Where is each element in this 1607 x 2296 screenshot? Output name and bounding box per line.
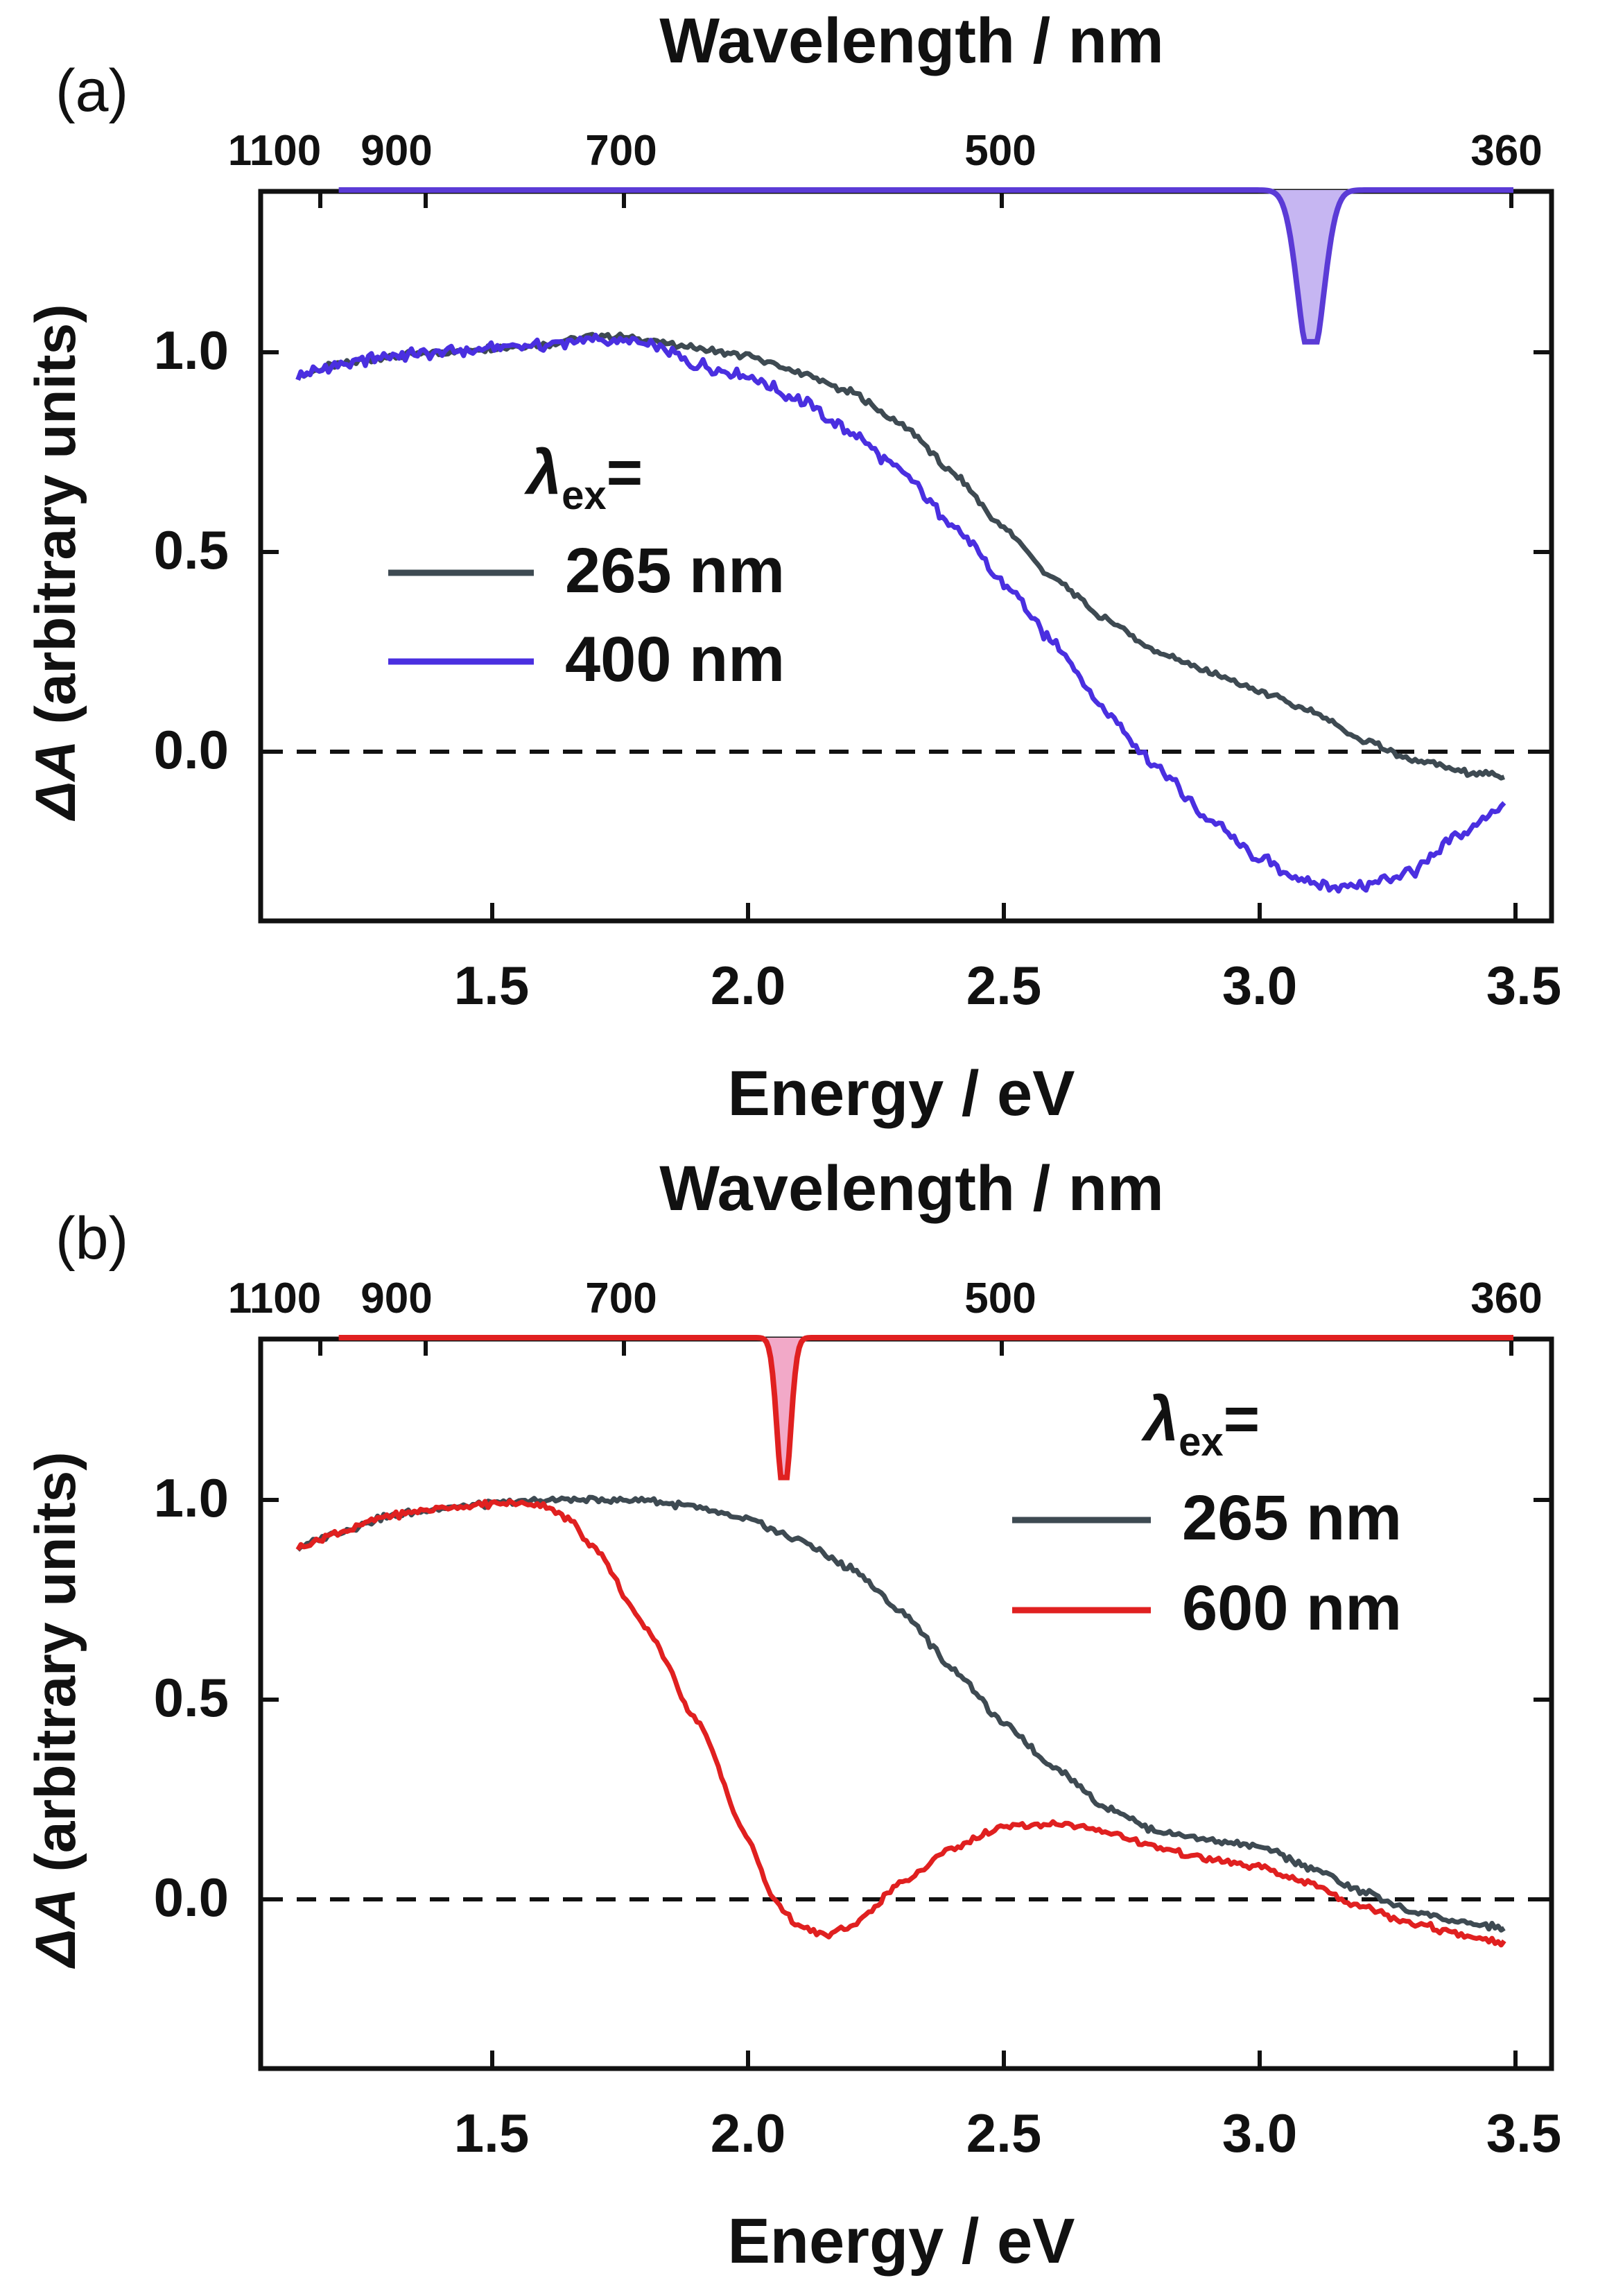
panel-b-xtick-label: 2.0 (711, 2103, 785, 2164)
panel-b-ytick-label: 0.0 (154, 1867, 229, 1928)
panel-b-ylabel-symbol: ΔA (24, 1888, 87, 1969)
panel-a-wavelength-title: Wavelength / nm (659, 6, 1164, 76)
panel-a-excitation-pulse (338, 187, 1513, 345)
panel-a-xlabel: Energy / eV (727, 1058, 1075, 1129)
series-line-265-nm (296, 1494, 1506, 1933)
panel-a-top-tick-label: 700 (585, 127, 657, 175)
series-line-600-nm (295, 1499, 1506, 1948)
panel-b-top-tick-labels: 1100 900 700 500 360 (228, 1275, 1543, 1322)
panel-a-ylabel-rest: (arbitrary units) (24, 304, 87, 740)
panel-a-label: (a) (55, 58, 128, 124)
panel-b-legend-lambda: λ (1140, 1385, 1179, 1454)
pulse-line (338, 187, 1513, 345)
panel-a-legend-title: λex= (523, 438, 643, 518)
panel-b-ylabel: ΔA (arbitrary units) (24, 1451, 87, 1969)
panel-a-xtick-label: 3.5 (1486, 955, 1561, 1016)
panel-b-xlabel: Energy / eV (727, 2206, 1075, 2277)
panel-b-xtick-label: 3.5 (1486, 2103, 1561, 2164)
panel-b-ytick-label: 1.0 (154, 1467, 229, 1528)
panel-b-series (295, 1494, 1506, 1948)
panel-b: (b) Wavelength / nm 1100 900 700 500 360… (24, 1153, 1561, 2277)
panel-a-ytick-label: 0.5 (154, 519, 229, 580)
panel-a-series (295, 331, 1506, 894)
panel-b-top-tick-label: 360 (1470, 1275, 1542, 1322)
panel-a-axis-ticks (261, 350, 1552, 921)
panel-a-legend-label-265: 265 nm (565, 535, 785, 606)
panel-b-legend: λex= 265 nm 600 nm (1012, 1385, 1402, 1643)
panel-b-legend-eq: = (1224, 1385, 1260, 1454)
panel-a-top-tick-labels: 1100 900 700 500 360 (228, 127, 1543, 175)
panel-a-legend-sub: ex (562, 473, 607, 518)
panel-a-xtick-label: 2.0 (711, 955, 785, 1016)
panel-a-plot-frame (258, 189, 1554, 924)
panel-a-legend-lambda: λ (523, 438, 562, 508)
panel-b-legend-label-600: 600 nm (1182, 1573, 1402, 1643)
pulse-fill (756, 1338, 812, 1478)
panel-b-top-tick-label: 500 (964, 1275, 1036, 1322)
panel-b-axis-ticks (261, 1498, 1552, 2069)
panel-b-wavelength-title: Wavelength / nm (659, 1153, 1164, 1224)
pulse-line (338, 1335, 1513, 1481)
panel-b-xtick-label: 2.5 (966, 2103, 1041, 2164)
panel-a-legend-eq: = (607, 438, 643, 508)
panel-a-xtick-label: 1.5 (454, 955, 529, 1016)
panel-b-top-tick-label: 900 (361, 1275, 432, 1322)
panel-b-xtick-label: 3.0 (1222, 2103, 1297, 2164)
panel-a-ylabel-symbol: ΔA (24, 740, 87, 821)
panel-a-top-tick-label: 360 (1470, 127, 1542, 175)
panel-b-legend-label-265: 265 nm (1182, 1483, 1402, 1553)
panel-a-xtick-label: 3.0 (1222, 955, 1297, 1016)
panel-a-top-tick-label: 900 (361, 127, 432, 175)
series-line-265-nm (295, 331, 1505, 781)
panel-a-ytick-label: 1.0 (154, 320, 229, 381)
panel-b-legend-title: λex= (1140, 1385, 1260, 1465)
panel-a: (a) Wavelength / nm 1100 900 700 500 360… (24, 6, 1561, 1129)
panel-b-plot-frame (258, 1336, 1554, 2071)
panel-b-excitation-pulse (338, 1335, 1513, 1481)
panel-b-ytick-label: 0.5 (154, 1667, 229, 1728)
panel-b-label: (b) (55, 1205, 128, 1272)
panel-b-top-tick-label: 700 (585, 1275, 657, 1322)
panel-a-legend: λex= 265 nm 400 nm (388, 438, 785, 695)
panel-a-xtick-label: 2.5 (966, 955, 1041, 1016)
panel-b-xtick-label: 1.5 (454, 2103, 529, 2164)
pulse-fill (1257, 190, 1365, 342)
series-line-400-nm (295, 332, 1506, 894)
panel-b-ylabel-rest: (arbitrary units) (24, 1451, 87, 1888)
panel-b-legend-sub: ex (1179, 1419, 1224, 1465)
panel-a-ytick-label: 0.0 (154, 719, 229, 780)
panel-a-top-tick-label: 500 (964, 127, 1036, 175)
panel-a-top-tick-label: 1100 (228, 127, 322, 175)
panel-a-legend-label-400: 400 nm (565, 624, 785, 695)
panel-b-top-tick-label: 1100 (228, 1275, 322, 1322)
panel-a-ylabel: ΔA (arbitrary units) (24, 304, 87, 821)
